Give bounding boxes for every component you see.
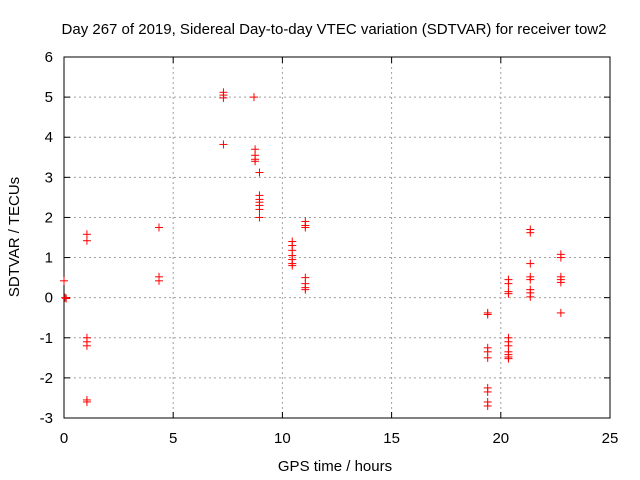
data-point-marker [526, 275, 535, 284]
y-tick-label: 6 [45, 49, 53, 66]
y-tick-label: 1 [45, 250, 53, 267]
data-point-marker [288, 261, 297, 270]
data-point-marker [155, 223, 164, 232]
data-point-marker [219, 140, 228, 149]
grid-layer [64, 57, 610, 418]
data-point-marker [61, 293, 70, 302]
data-point-marker [255, 168, 264, 177]
y-tick-label: 2 [45, 209, 53, 226]
data-point-marker [556, 308, 565, 317]
data-point-marker [155, 276, 164, 285]
x-axis-label: GPS time / hours [278, 458, 392, 475]
data-point-marker [483, 401, 492, 410]
tick-label-layer: 0 5 10 15 20 25 -3 -2 -1 0 1 2 3 4 5 6 [40, 49, 619, 447]
data-point-marker [526, 259, 535, 268]
y-tick-label: -3 [40, 410, 53, 427]
y-tick-label: 5 [45, 89, 53, 106]
data-point-marker [251, 157, 260, 166]
x-tick-label: 10 [274, 430, 291, 447]
x-tick-label: 15 [383, 430, 400, 447]
x-tick-label: 0 [60, 430, 68, 447]
data-point-marker [219, 93, 228, 102]
y-tick-label: 0 [45, 290, 53, 307]
tick-layer [63, 56, 611, 419]
data-point-marker [526, 292, 535, 301]
y-tick-label: 4 [45, 129, 53, 146]
data-point-marker [556, 253, 565, 262]
data-point-marker [504, 354, 513, 363]
data-point-marker [301, 223, 310, 232]
data-point-marker [60, 276, 68, 285]
data-point-marker [255, 205, 264, 214]
data-point-marker [301, 285, 310, 294]
data-point-marker [526, 228, 535, 237]
data-points [60, 88, 565, 410]
data-point-marker [483, 310, 492, 319]
data-point-marker [82, 341, 91, 350]
data-point-marker [504, 279, 513, 288]
data-point-marker [483, 353, 492, 362]
data-point-marker [82, 236, 91, 245]
y-axis-label: SDTVAR / TECUs [6, 177, 23, 297]
x-tick-label: 25 [602, 430, 619, 447]
y-tick-label: -1 [40, 330, 53, 347]
plot-frame [63, 56, 611, 419]
x-tick-label: 20 [492, 430, 509, 447]
y-tick-label: -2 [40, 370, 53, 387]
data-point-marker [483, 387, 492, 396]
chart-title: Day 267 of 2019, Sidereal Day-to-day VTE… [62, 21, 607, 38]
data-point-marker [255, 213, 264, 222]
data-point-marker [250, 93, 259, 102]
data-point-marker [62, 294, 71, 303]
data-point-marker [504, 289, 513, 298]
data-point-marker [556, 278, 565, 287]
data-point-marker [82, 397, 91, 406]
x-tick-label: 5 [169, 430, 177, 447]
y-tick-label: 3 [45, 169, 53, 186]
